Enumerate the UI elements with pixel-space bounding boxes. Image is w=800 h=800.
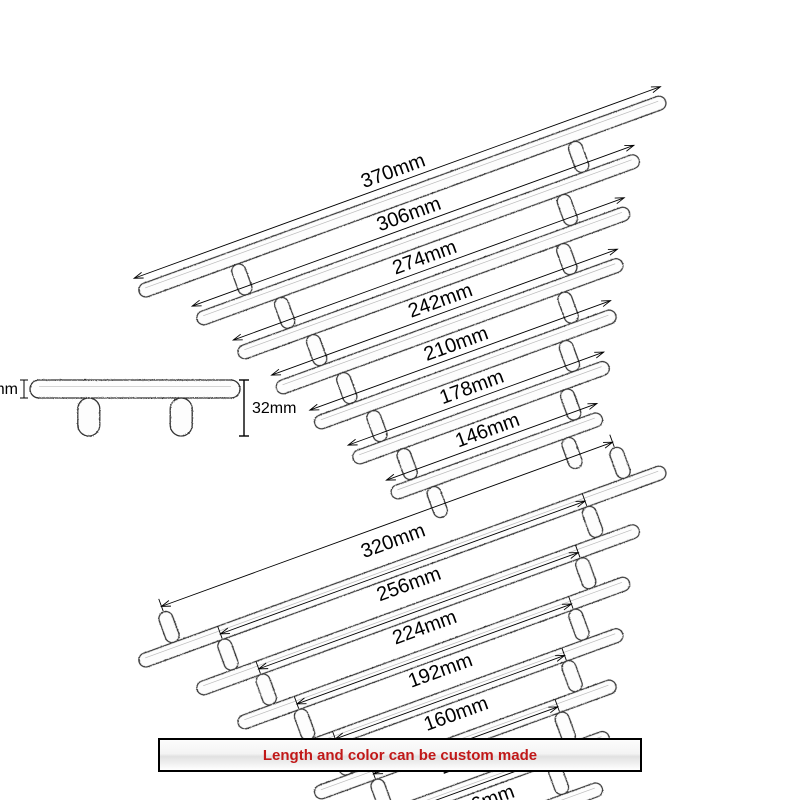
projection-label: 32mm xyxy=(252,400,296,417)
custom-banner: Length and color can be custom made xyxy=(158,738,642,772)
custom-banner-text: Length and color can be custom made xyxy=(263,747,537,764)
side-profile: 12mm 32mm xyxy=(0,380,296,436)
height-label: 12mm xyxy=(0,381,18,398)
